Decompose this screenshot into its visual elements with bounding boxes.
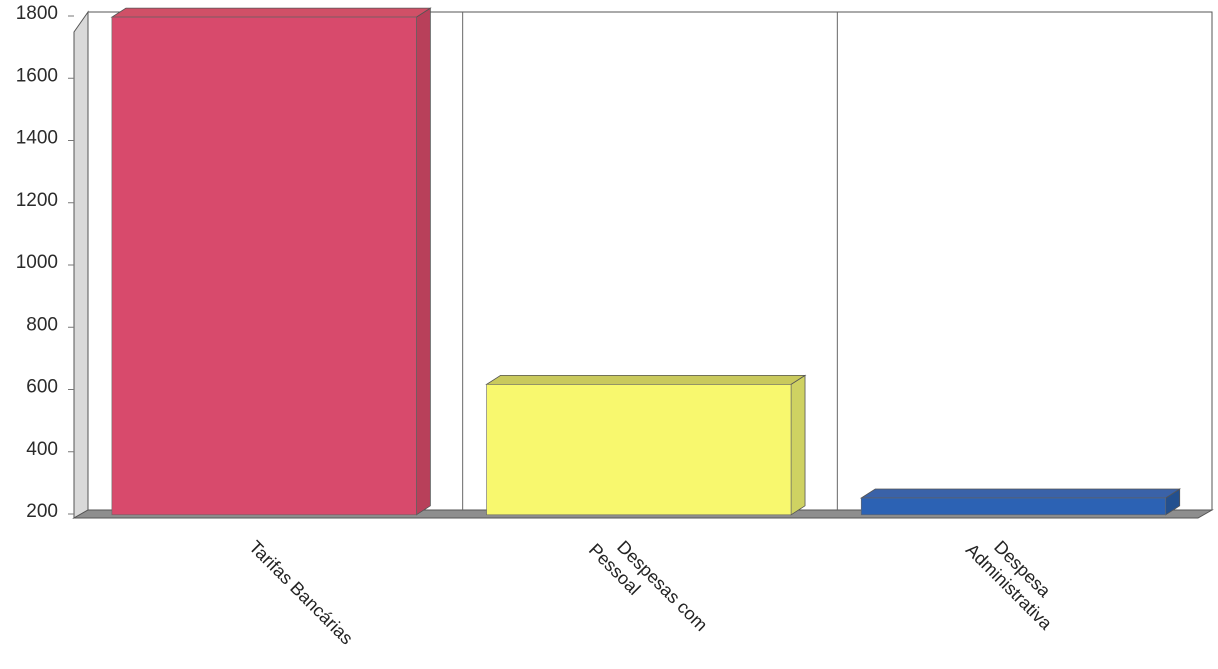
x-category-label: DespesaAdministrativa bbox=[962, 524, 1072, 634]
y-tick-label: 600 bbox=[26, 377, 58, 398]
y-tick-label: 400 bbox=[26, 439, 58, 460]
y-axis: 200 400 600 800 1000 1200 1400 1600 1800 bbox=[16, 3, 74, 522]
x-category-label: Tarifas Bancárias bbox=[245, 537, 357, 649]
bar-front bbox=[486, 384, 792, 516]
y-tick-label: 200 bbox=[26, 501, 58, 522]
bar-front bbox=[111, 16, 417, 516]
x-category-label-line: Tarifas Bancárias bbox=[245, 537, 357, 649]
bar bbox=[859, 488, 1182, 516]
bar-top bbox=[859, 488, 1182, 499]
y-tick-label: 1400 bbox=[16, 128, 58, 149]
bars-group bbox=[110, 7, 1182, 516]
grid-lines bbox=[462, 12, 838, 510]
y-tick-label: 800 bbox=[26, 314, 58, 335]
bar bbox=[110, 7, 432, 516]
y-tick-label: 1600 bbox=[16, 65, 58, 86]
bar-front bbox=[860, 497, 1167, 516]
bar-top bbox=[485, 374, 807, 385]
bar-top bbox=[110, 7, 432, 18]
bar-side bbox=[415, 7, 431, 516]
y-tick-label: 1800 bbox=[16, 3, 58, 24]
y-tick-label: 1200 bbox=[16, 190, 58, 211]
bar-side bbox=[790, 374, 806, 516]
x-axis: Tarifas Bancárias Despesas comPessoal Desp… bbox=[245, 524, 1072, 651]
x-category-label: Despesas comPessoal bbox=[585, 524, 712, 651]
bar bbox=[485, 374, 807, 516]
left-wall bbox=[73, 10, 89, 519]
y-tick-label: 1000 bbox=[16, 252, 58, 273]
